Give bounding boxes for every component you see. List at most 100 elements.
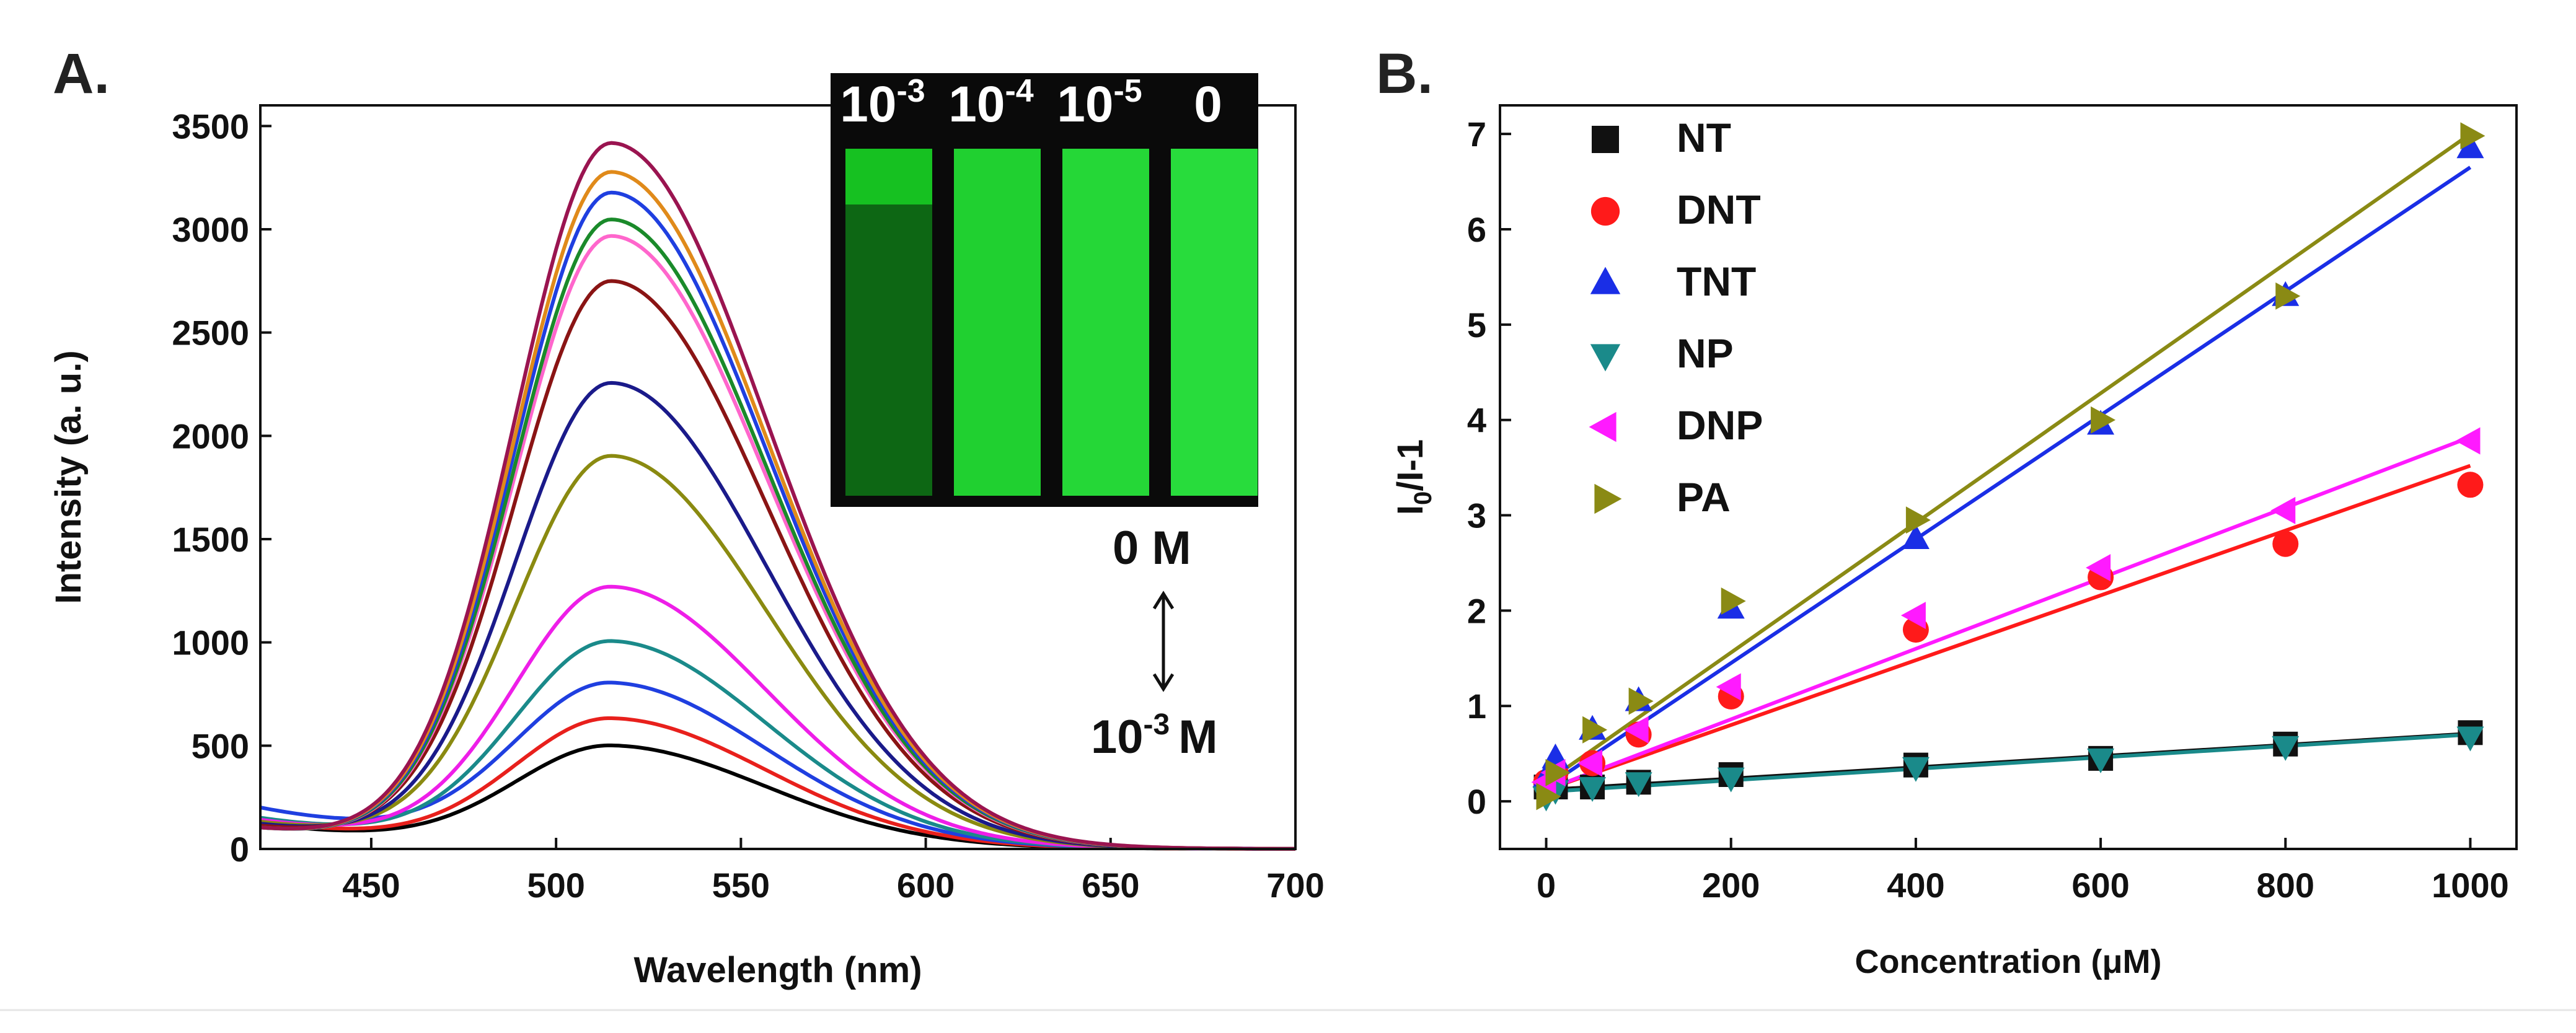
legend-marker-NT: [1592, 126, 1619, 153]
fit-line-NP: [1546, 732, 2471, 794]
y-tick-label: 5: [1467, 306, 1486, 345]
test-strip: [954, 149, 1041, 496]
test-strip: [1171, 149, 1258, 496]
panel-b-x-axis-label: Concentration (μM): [1855, 943, 2162, 980]
data-point-PA: [1582, 716, 1608, 744]
data-point-DNT: [2272, 530, 2299, 557]
annotation-max-molar: 10-3 M: [1091, 708, 1218, 763]
fit-line-PA: [1545, 132, 2472, 784]
double-arrow-icon: [1152, 591, 1175, 692]
panel-b-legend: NT DNT TNT NP DNP PA: [1589, 115, 1763, 520]
panel-a-y-axis-label: Intensity (a. u.): [48, 350, 89, 604]
data-point-DNP: [2086, 554, 2111, 582]
legend-marker-DNP: [1589, 411, 1617, 442]
data-point-PA: [1628, 687, 1654, 715]
legend-marker-NP: [1590, 344, 1621, 372]
panel-a-label: A.: [53, 42, 110, 105]
x-tick-label: 500: [527, 866, 584, 905]
x-tick-label: 600: [2071, 866, 2129, 905]
panel-a-frame: [259, 104, 1297, 850]
legend-label-TNT: TNT: [1677, 258, 1756, 304]
panel-a: A. 450 500 550 600 650 700 0 500 1000 1500 2000 250…: [48, 42, 1325, 990]
panel-b-ticks: 0 200 400 600 800 1000 0 1 2 3 4 5 6 7: [1467, 115, 2509, 905]
legend-marker-PA: [1594, 483, 1622, 514]
data-point-DNP: [2270, 496, 2296, 524]
y-tick-label: 3000: [172, 210, 249, 249]
data-point-PA: [1545, 758, 1571, 786]
x-tick-label: 650: [1082, 866, 1139, 905]
panel-a-ticks: 450 500 550 600 650 700 0 500 1000 1500 2000 2500 30…: [172, 107, 1324, 905]
legend-label-DNP: DNP: [1677, 402, 1763, 448]
quenched-region: [845, 204, 932, 496]
legend-label-NP: NP: [1677, 330, 1734, 376]
strip-label: 10-5: [1057, 73, 1142, 133]
data-point-NP: [2456, 726, 2484, 752]
y-tick-label: 2: [1467, 591, 1486, 630]
y-tick-label: 0: [1467, 782, 1486, 821]
panel-b-frame: [1499, 104, 2518, 850]
data-point-TNT: [1902, 524, 1930, 549]
y-tick-label: 1: [1467, 687, 1486, 726]
data-point-PA: [2460, 122, 2486, 150]
data-point-DNP: [1623, 716, 1649, 744]
fit-line-TNT: [1545, 165, 2472, 789]
data-point-DNP: [2455, 427, 2481, 455]
fit-line-DNT: [1545, 464, 2471, 792]
data-point-PA: [1905, 506, 1931, 534]
data-point-PA: [2275, 282, 2301, 310]
legend-marker-TNT: [1590, 266, 1621, 294]
strip-label: 0: [1194, 76, 1222, 133]
x-tick-label: 600: [897, 866, 955, 905]
x-tick-label: 450: [342, 866, 400, 905]
data-point-DNP: [1577, 749, 1603, 777]
y-tick-label: 7: [1467, 115, 1486, 154]
legend-marker-DNT: [1590, 196, 1620, 226]
data-point-NP: [1717, 767, 1745, 793]
data-point-PA: [1721, 587, 1746, 615]
fit-line-DNP: [1545, 435, 2471, 792]
data-point-NP: [1902, 757, 1930, 782]
data-point-NP: [1625, 772, 1652, 798]
panel-b-points: [1531, 122, 2486, 812]
y-tick-label: 1000: [172, 623, 249, 662]
data-point-NP: [2087, 748, 2115, 773]
inset-photo: 10-3 10-4 10-5 0: [831, 73, 1258, 507]
panel-a-x-axis-label: Wavelength (nm): [633, 950, 922, 990]
strip-label: 10-4: [948, 73, 1034, 133]
y-tick-label: 0: [230, 830, 249, 869]
y-tick-label: 6: [1467, 210, 1486, 249]
data-point-TNT: [2456, 133, 2484, 159]
x-tick-label: 1000: [2432, 866, 2509, 905]
x-tick-label: 700: [1266, 866, 1324, 905]
x-tick-label: 200: [1702, 866, 1760, 905]
data-point-NP: [2272, 736, 2300, 761]
spectrum-line-curve-13: [260, 141, 1295, 851]
x-tick-label: 550: [712, 866, 770, 905]
inset-strips: 10-3 10-4 10-5 0: [840, 73, 1258, 496]
data-point-NP: [1579, 777, 1607, 802]
strip-label: 10-3: [840, 73, 925, 133]
y-tick-label: 2500: [172, 314, 249, 353]
x-tick-label: 0: [1537, 866, 1556, 905]
annotation-zero-molar: 0 M: [1113, 522, 1191, 574]
data-point-DNP: [1900, 602, 1926, 630]
panel-b-y-axis-label: I0/I-1: [1390, 439, 1437, 515]
y-tick-label: 4: [1467, 401, 1486, 440]
panel-b: B. 0 200 400 600 800 1000 0 1 2 3 4 5 6 7 NT DNT TNT NP D…: [1376, 42, 2518, 980]
y-tick-label: 1500: [172, 520, 249, 559]
x-tick-label: 800: [2257, 866, 2314, 905]
data-point-PA: [2091, 406, 2116, 434]
y-tick-label: 3: [1467, 496, 1486, 535]
y-tick-label: 3500: [172, 107, 249, 146]
data-point-DNT: [2457, 472, 2484, 498]
data-point-PA: [1536, 783, 1561, 811]
panel-b-label: B.: [1376, 42, 1433, 105]
x-tick-label: 400: [1887, 866, 1944, 905]
legend-label-PA: PA: [1677, 474, 1731, 520]
panel-b-fit-lines: [1545, 132, 2472, 794]
y-tick-label: 2000: [172, 416, 249, 455]
legend-label-NT: NT: [1677, 115, 1731, 160]
legend-label-DNT: DNT: [1677, 187, 1761, 232]
